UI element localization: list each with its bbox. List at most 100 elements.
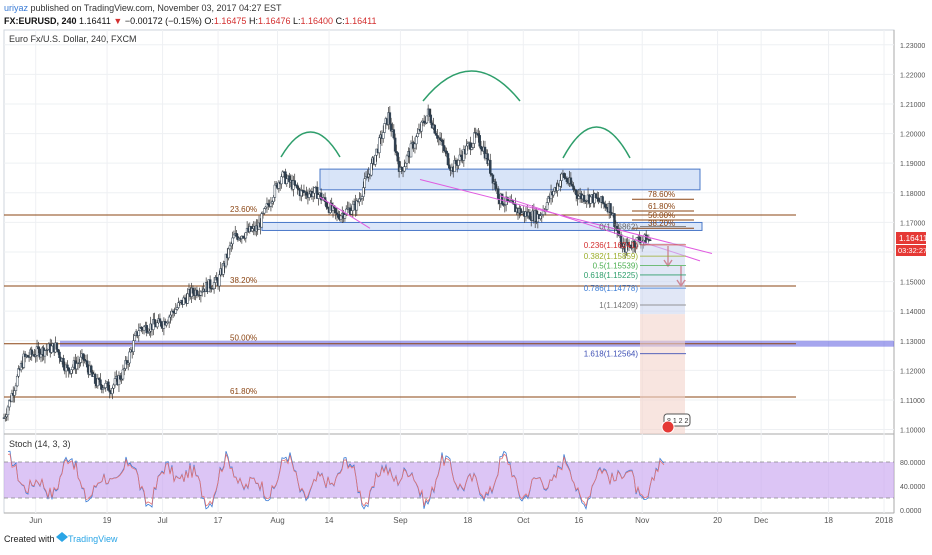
header-line-1: uriyaz published on TradingView.com, Nov… [4,3,282,13]
time-tick-label: Dec [754,516,768,525]
candle-body [313,187,316,194]
candle-body [232,234,236,239]
candle-body [392,129,396,139]
candle-body [486,153,489,165]
candle-body [355,200,359,211]
candles [2,104,652,422]
candle-body [280,176,283,185]
candle-body [362,187,365,197]
candle-body [500,193,504,205]
time-tick-label: 18 [824,516,833,525]
footer-created: Created with [4,534,55,544]
candle-body [441,139,444,146]
candle-body [15,375,19,387]
candle-body [477,133,480,136]
candle-body [6,406,10,416]
candle-body [582,195,586,202]
price-tick-label: 1.23000 [900,43,925,50]
candle-body [46,349,49,351]
candle-body [227,248,230,259]
candle-body [565,177,569,182]
candle-body [459,154,463,157]
candle-body [594,193,598,199]
candle-body [218,274,221,287]
candle-body [434,132,438,136]
candle-body [132,340,135,352]
fib-level-label: 50.00% [230,334,257,343]
stoch-pane: 80.0000 40.0000 0.0000 [4,450,925,515]
countdown-tag [896,245,926,256]
price-tick-label: 1.10000 [900,428,925,435]
candle-body [489,159,492,174]
candle-body [208,279,212,289]
candle-body [260,213,263,228]
stoch-title: Stoch (14, 3, 3) [9,439,71,449]
candle-body [167,316,171,323]
candle-body [169,314,172,318]
price-tick-label: 1.15000 [900,280,925,287]
candle-body [429,114,433,124]
candle-body [101,387,105,390]
candle-body [351,203,355,211]
candle-body [400,167,403,170]
footer-brand[interactable]: TradingView [68,534,118,544]
price-tick-label: 1.22000 [900,72,925,79]
candle-body [305,191,308,196]
countdown-label: 03:32:27 [898,246,927,255]
fib-small-label: 61.80% [648,202,675,211]
candle-body [244,232,248,239]
candle-body [609,203,612,214]
time-tick-label: Sep [393,516,408,525]
fib-extension: 0(1.16862)0.236(1.16241)0.382(1.15859)0.… [584,222,691,434]
candle-body [128,351,131,364]
candle-body [272,197,275,202]
candle-body [325,201,328,208]
candle-body [457,159,460,166]
resistance-zone [319,168,701,191]
candle-body [158,318,162,322]
price-tick-label: 1.12000 [900,368,925,375]
fib-ext-label: 1(1.14209) [599,301,638,310]
candle-body [528,211,532,220]
candle-body [559,180,562,187]
price-tick-label: 1.20000 [900,132,925,139]
candle-body [119,375,122,380]
candle-body [89,365,93,373]
candle-body [409,143,413,158]
fib-small-label: 78.60% [648,190,675,199]
candle-body [8,399,11,408]
stoch-tick-label: 40.0000 [900,484,925,491]
candle-body [111,388,114,394]
candle-body [478,135,481,147]
tradingview-logo-icon [56,532,68,542]
candle-body [454,160,458,165]
candle-body [231,237,234,245]
stoch-band [4,462,894,498]
candle-body [471,143,475,148]
candle-body [415,136,418,145]
candle-body [343,214,347,219]
fib-ext-label: 0.382(1.15859) [584,252,639,261]
time-axis: Jun 19 Jul 17 Aug 14 Sep 18 Oct 16 Nov 20 Dec 18 2018 [29,516,893,525]
candle-body [71,366,74,370]
time-tick-label: Jun [29,516,42,525]
candle-body [339,215,343,220]
candle-body [107,381,110,391]
candle-body [597,197,600,202]
candle-body [152,319,155,330]
candle-body [539,215,542,219]
candle-body [403,166,406,172]
candle-body [93,373,97,384]
fib-ext-label: 0.236(1.16241) [584,241,639,250]
candle-body [577,196,581,199]
candle-body [66,364,69,369]
fib-ext-label: 0(1.16862) [599,222,638,231]
candle-body [360,196,364,199]
projection-box-blue [640,243,685,315]
candle-body [552,190,555,196]
candle-body [496,188,500,200]
candle-body [165,322,168,326]
fib-ext-label: 1.618(1.12564) [584,350,639,359]
